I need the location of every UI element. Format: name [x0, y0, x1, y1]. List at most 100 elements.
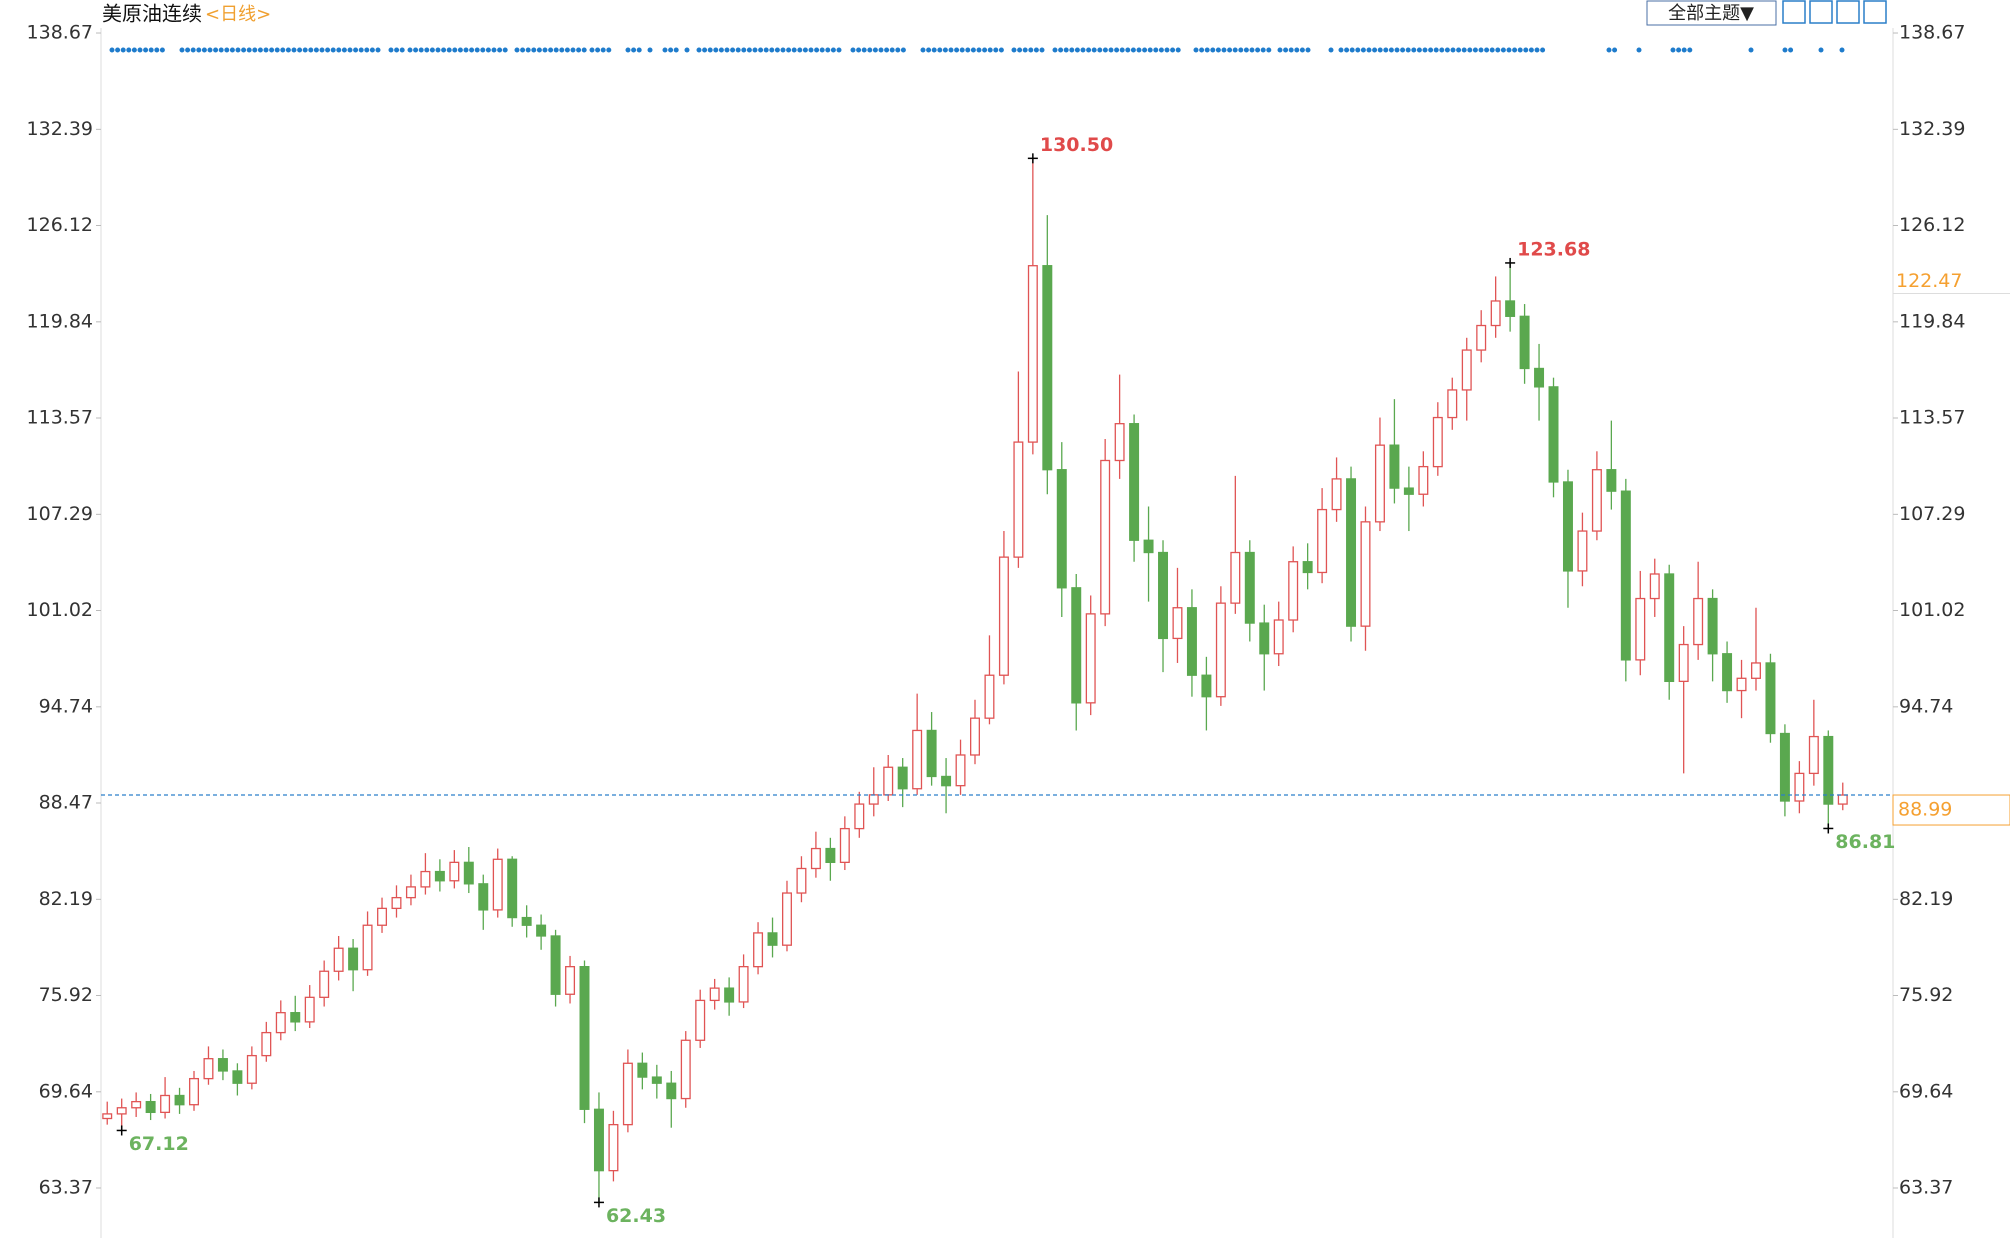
candle-body	[781, 892, 792, 946]
y2-tick-label: 107.29	[1899, 503, 1965, 525]
candle-body	[1779, 732, 1790, 802]
candle-body	[839, 827, 850, 864]
y-tick-label: 126.12	[27, 214, 93, 236]
candle-body	[1013, 441, 1024, 558]
candle-body	[1490, 300, 1501, 327]
icon[interactable]	[1809, 0, 1833, 24]
candle-body	[391, 896, 402, 910]
candle-body	[290, 1012, 301, 1023]
candle-body	[1678, 643, 1689, 683]
candle-body	[1577, 530, 1588, 572]
candle-body	[189, 1077, 199, 1106]
candle-body	[868, 794, 879, 805]
y2-tick-label: 101.02	[1899, 599, 1965, 621]
candle-body	[1143, 539, 1154, 554]
candle-body	[1244, 551, 1255, 624]
theme-button-frame[interactable]	[1646, 0, 1777, 26]
candle-body	[1591, 469, 1602, 532]
candle-body	[579, 966, 590, 1110]
candle-body	[362, 924, 373, 971]
candle-body	[1837, 794, 1848, 805]
candle-body	[926, 729, 937, 778]
candle-body	[1534, 367, 1545, 388]
candle-body	[275, 1012, 286, 1034]
candle-body	[319, 970, 330, 998]
candle-body	[1476, 324, 1487, 351]
candle-body	[434, 870, 445, 882]
candle-body	[1346, 478, 1357, 627]
candle-body	[1505, 300, 1516, 317]
candle-body	[217, 1058, 228, 1072]
candle-body	[637, 1062, 648, 1078]
candle-body	[709, 987, 720, 1002]
y-tick-label: 75.92	[39, 984, 93, 1006]
candle-body	[1056, 469, 1067, 589]
candle-body	[1403, 487, 1414, 495]
icon[interactable]	[1836, 0, 1860, 24]
candle-body	[810, 847, 821, 870]
candle-body	[1635, 597, 1646, 661]
candle-body	[1129, 423, 1140, 541]
candle-body	[651, 1076, 662, 1084]
candle-body	[695, 999, 706, 1041]
candle-body	[246, 1054, 257, 1084]
candle-body	[131, 1100, 142, 1109]
candle-body	[796, 867, 807, 894]
candle-body	[666, 1082, 677, 1100]
y2-tick-label: 126.12	[1899, 214, 1965, 236]
candle-body	[565, 966, 576, 995]
candle-body	[1259, 622, 1270, 655]
y-tick-label: 82.19	[39, 888, 93, 910]
candle-body	[145, 1100, 156, 1114]
y2-tick-label: 132.39	[1899, 118, 1965, 140]
candle-body	[478, 883, 489, 911]
candle-body	[1519, 315, 1530, 370]
theme-button[interactable]: 全部主题▼	[1668, 3, 1754, 24]
candle-body	[854, 803, 865, 830]
candle-body	[1317, 508, 1328, 574]
candle-body	[1071, 587, 1082, 704]
candle-body	[608, 1123, 619, 1172]
candle-body	[377, 907, 388, 926]
extreme-label: 67.12	[129, 1133, 189, 1155]
y2-tick-label: 75.92	[1899, 984, 1953, 1006]
candle-body	[738, 966, 749, 1003]
candle-body	[753, 932, 764, 968]
candle-body	[825, 847, 836, 864]
candle-body	[1418, 465, 1429, 495]
extreme-label: 86.81	[1835, 831, 1895, 853]
icon[interactable]	[1863, 0, 1887, 24]
candle-body	[767, 932, 778, 946]
candle-body	[1606, 469, 1617, 492]
candle-body	[348, 947, 359, 971]
chart-title: 美原油连续	[102, 2, 202, 26]
icon[interactable]	[1782, 0, 1806, 24]
candle-body	[1374, 444, 1385, 523]
toolbar-icons[interactable]	[1782, 0, 1887, 24]
y-tick-label: 94.74	[39, 695, 93, 717]
candle-body	[1042, 265, 1053, 471]
candle-body	[1085, 613, 1096, 704]
candle-body	[724, 987, 735, 1003]
candle-body	[420, 870, 431, 888]
candle-body	[203, 1058, 214, 1080]
candle-body	[941, 775, 952, 787]
y-tick-label: 88.47	[39, 791, 93, 813]
candle-body	[680, 1039, 691, 1100]
candle-body	[1823, 735, 1834, 805]
candle-body	[912, 729, 923, 790]
candle-body	[1548, 386, 1559, 483]
candle-body	[1722, 653, 1733, 692]
candle-body	[304, 996, 315, 1023]
candle-body	[970, 717, 980, 756]
candle-body	[984, 674, 995, 719]
candle-body	[521, 916, 532, 926]
candle-body	[174, 1094, 185, 1106]
candle-body	[1664, 573, 1675, 683]
candle-body	[1461, 349, 1472, 391]
y-tick-label: 113.57	[27, 407, 93, 429]
candle-body	[1765, 662, 1776, 735]
candle-body	[1100, 459, 1111, 615]
y2-tick-label: 138.67	[1899, 22, 1965, 44]
candle-body	[1707, 597, 1718, 655]
